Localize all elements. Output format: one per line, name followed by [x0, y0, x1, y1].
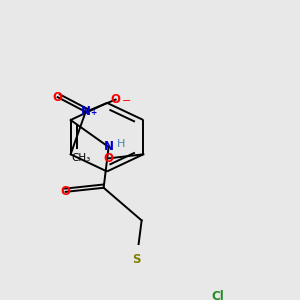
Text: CH₃: CH₃: [71, 153, 90, 164]
Text: +: +: [91, 108, 97, 117]
Text: O: O: [52, 91, 63, 104]
Text: Cl: Cl: [211, 290, 224, 300]
Text: N: N: [103, 140, 114, 154]
Text: −: −: [122, 96, 131, 106]
Text: O: O: [61, 185, 70, 198]
Text: H: H: [117, 139, 125, 149]
Text: S: S: [132, 253, 141, 266]
Text: O: O: [111, 93, 121, 106]
Text: N: N: [81, 105, 91, 118]
Text: O: O: [103, 152, 113, 165]
